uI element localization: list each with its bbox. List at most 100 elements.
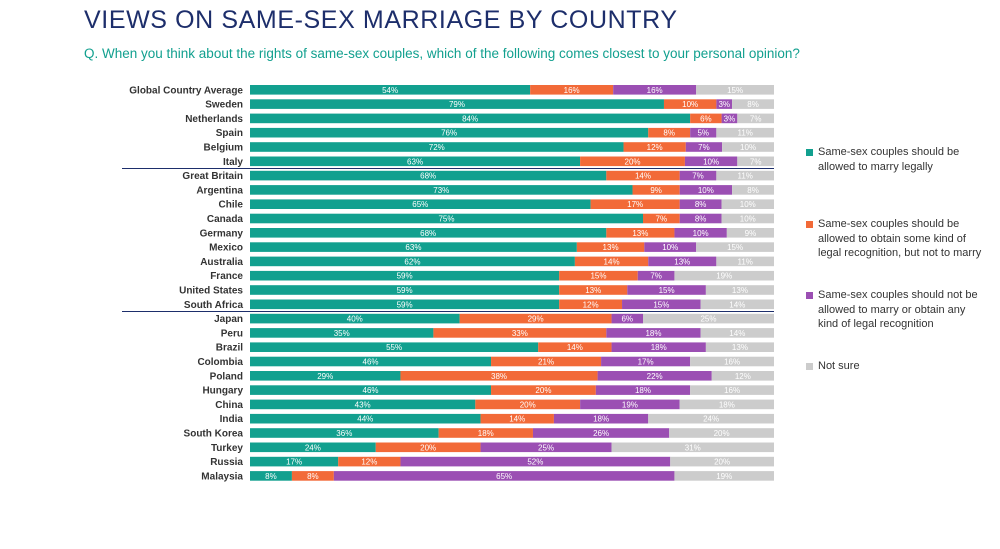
bar-segment-belgium-marry — [250, 142, 624, 152]
legend-swatch-no-recognition — [806, 292, 813, 299]
bar-segment-chile-not-sure — [721, 199, 774, 209]
legend-swatch-marry — [806, 149, 813, 156]
bar-segment-global-country-average-marry — [250, 85, 531, 95]
category-label-russia: Russia — [210, 457, 243, 468]
data-label-south-africa-no-recognition: 15% — [653, 300, 669, 309]
bar-segment-brazil-no-recognition — [611, 342, 706, 352]
bar-segment-peru-marry — [250, 328, 434, 338]
bar-segment-germany-marry — [250, 228, 607, 238]
bar-segment-south-korea-no-recognition — [532, 428, 670, 438]
bar-segment-australia-marry — [250, 256, 575, 267]
data-label-sweden-marry: 79% — [449, 100, 465, 109]
data-label-india-no-recognition: 18% — [593, 415, 609, 424]
data-label-mexico-no-recognition: 10% — [662, 243, 678, 252]
bar-segment-malaysia-marry — [250, 471, 292, 481]
data-label-canada-recognition: 7% — [656, 215, 668, 224]
data-label-germany-marry: 68% — [420, 229, 436, 238]
data-label-australia-marry: 62% — [404, 257, 420, 266]
data-label-china-not-sure: 18% — [719, 400, 735, 409]
data-label-south-korea-no-recognition: 26% — [593, 429, 609, 438]
category-label-great-britain: Great Britain — [182, 171, 243, 182]
data-label-malaysia-recognition: 8% — [307, 472, 319, 481]
bar-segment-canada-marry — [250, 213, 643, 224]
data-label-italy-not-sure: 7% — [750, 157, 762, 166]
data-label-canada-no-recognition: 8% — [695, 215, 707, 224]
bar-segment-argentina-no-recognition — [679, 185, 733, 195]
bar-segment-spain-no-recognition — [690, 127, 717, 138]
bar-segment-turkey-marry — [250, 442, 376, 453]
data-label-hungary-not-sure: 16% — [724, 386, 740, 395]
data-label-china-no-recognition: 19% — [622, 400, 638, 409]
data-label-sweden-not-sure: 8% — [747, 100, 759, 109]
bar-segment-great-britain-no-recognition — [679, 170, 717, 181]
bar-segment-mexico-recognition — [576, 242, 645, 252]
data-label-japan-recognition: 29% — [528, 315, 544, 324]
bar-segment-south-korea-not-sure — [669, 428, 774, 438]
bar-segment-united-states-recognition — [559, 285, 628, 295]
bar-segment-russia-recognition — [338, 456, 401, 467]
bar-segment-peru-recognition — [433, 328, 607, 338]
data-label-belgium-no-recognition: 7% — [698, 143, 710, 152]
data-label-italy-marry: 63% — [407, 157, 423, 166]
data-label-germany-not-sure: 9% — [745, 229, 757, 238]
category-label-france: France — [210, 271, 243, 282]
data-label-belgium-marry: 72% — [429, 143, 445, 152]
data-label-russia-not-sure: 20% — [714, 458, 730, 467]
bar-segment-china-recognition — [475, 399, 581, 410]
bar-segment-hungary-no-recognition — [595, 385, 691, 395]
bar-segment-argentina-not-sure — [732, 185, 774, 195]
data-label-belgium-not-sure: 10% — [740, 143, 756, 152]
bar-segment-australia-not-sure — [716, 256, 774, 267]
category-label-malaysia: Malaysia — [201, 471, 243, 482]
legend-label-recognition: Same-sex couples should be allowed to ob… — [818, 218, 982, 259]
bar-segment-spain-marry — [250, 127, 649, 138]
data-label-brazil-not-sure: 13% — [732, 343, 748, 352]
legend-swatch-not-sure — [806, 363, 813, 370]
bar-segment-italy-no-recognition — [684, 156, 738, 167]
bar-segment-netherlands-no-recognition — [721, 113, 738, 124]
bar-segment-colombia-not-sure — [690, 356, 774, 367]
bar-segment-poland-no-recognition — [597, 371, 712, 381]
data-label-brazil-marry: 55% — [386, 343, 402, 352]
bar-segment-argentina-recognition — [632, 185, 680, 195]
data-label-united-states-no-recognition: 15% — [659, 286, 675, 295]
bar-segment-malaysia-no-recognition — [333, 471, 675, 481]
bar-segment-sweden-recognition — [663, 99, 717, 109]
data-label-poland-not-sure: 12% — [735, 372, 751, 381]
bar-segment-malaysia-not-sure — [674, 471, 774, 481]
bar-segment-italy-recognition — [580, 156, 685, 167]
bar-segment-peru-not-sure — [700, 328, 774, 338]
data-label-netherlands-no-recognition: 3% — [724, 114, 736, 123]
bar-segment-south-korea-marry — [250, 428, 439, 438]
data-label-australia-not-sure: 11% — [737, 257, 752, 266]
data-label-south-africa-marry: 59% — [397, 300, 413, 309]
bar-segment-hungary-not-sure — [690, 385, 774, 395]
bar-segment-japan-no-recognition — [611, 313, 643, 324]
bar-segment-russia-marry — [250, 456, 339, 467]
bar-segment-argentina-marry — [250, 185, 633, 195]
bar-segment-japan-not-sure — [643, 313, 774, 324]
legend-label-not-sure: Not sure — [818, 360, 860, 372]
category-label-spain: Spain — [216, 128, 243, 139]
category-label-peru: Peru — [221, 328, 243, 339]
bar-segment-netherlands-not-sure — [737, 113, 774, 124]
data-label-sweden-recognition: 10% — [682, 100, 698, 109]
data-label-great-britain-no-recognition: 7% — [692, 172, 704, 181]
bar-segment-france-not-sure — [674, 270, 774, 281]
bar-segment-india-not-sure — [648, 413, 774, 424]
bar-segment-sweden-no-recognition — [716, 99, 733, 109]
data-label-canada-not-sure: 10% — [740, 215, 756, 224]
bar-segment-chile-marry — [250, 199, 591, 209]
data-label-japan-marry: 40% — [347, 315, 363, 324]
bar-segment-china-no-recognition — [580, 399, 680, 410]
bar-segment-china-marry — [250, 399, 476, 410]
data-label-south-africa-recognition: 12% — [583, 300, 599, 309]
data-label-france-not-sure: 19% — [716, 272, 732, 281]
data-label-great-britain-recognition: 14% — [635, 172, 651, 181]
bar-segment-mexico-marry — [250, 242, 577, 252]
data-label-argentina-not-sure: 8% — [747, 186, 759, 195]
data-label-peru-no-recognition: 18% — [645, 329, 661, 338]
bar-segment-united-states-not-sure — [705, 285, 774, 295]
data-label-france-no-recognition: 7% — [650, 272, 662, 281]
data-label-china-marry: 43% — [355, 400, 371, 409]
